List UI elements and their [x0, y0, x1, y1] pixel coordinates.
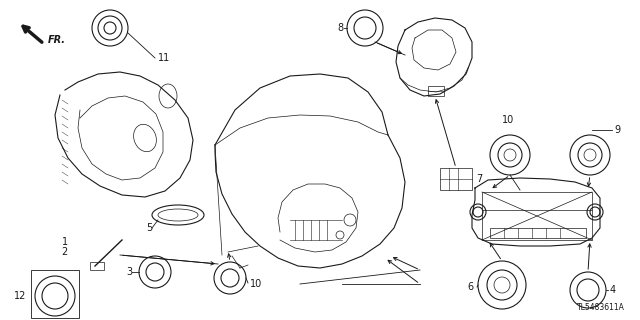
Text: 10: 10 — [250, 279, 262, 289]
Bar — [31, 270, 79, 318]
Text: 12: 12 — [13, 291, 26, 301]
Bar — [482, 192, 592, 240]
Text: 5: 5 — [146, 223, 152, 233]
Bar — [90, 262, 104, 270]
Text: FR.: FR. — [48, 35, 66, 45]
Text: 7: 7 — [476, 174, 483, 184]
Text: TL5483611A: TL5483611A — [577, 303, 625, 312]
Text: 6: 6 — [468, 282, 474, 292]
Text: 9: 9 — [614, 125, 620, 135]
Text: 10: 10 — [502, 115, 514, 125]
Bar — [490, 228, 586, 238]
Text: 11: 11 — [158, 53, 170, 63]
Text: 8: 8 — [338, 23, 344, 33]
Text: 3: 3 — [126, 267, 132, 277]
Text: 1: 1 — [62, 237, 68, 247]
Text: 4: 4 — [610, 285, 616, 295]
Text: 2: 2 — [61, 247, 68, 257]
Bar — [440, 168, 472, 190]
Bar — [428, 86, 444, 96]
